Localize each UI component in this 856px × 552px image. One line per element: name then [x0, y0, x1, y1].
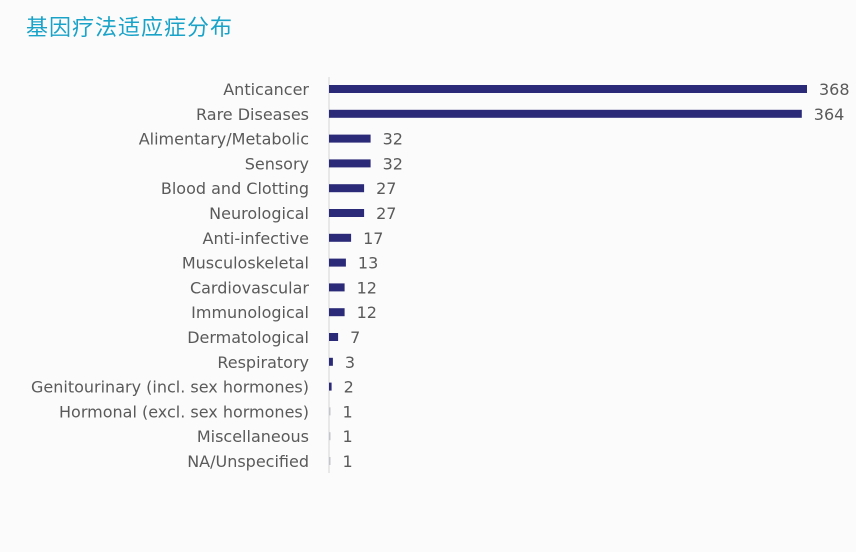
category-label: Miscellaneous	[197, 427, 309, 446]
value-label: 368	[819, 80, 850, 99]
category-label: Genitourinary (incl. sex hormones)	[31, 378, 309, 397]
bar-7	[329, 233, 352, 242]
bar-13	[329, 382, 332, 391]
value-label: 1	[343, 452, 353, 471]
bar-14	[329, 407, 331, 416]
bar-6	[329, 209, 365, 217]
chart-bars	[329, 85, 807, 465]
value-label: 13	[358, 254, 378, 273]
bar-8	[329, 258, 346, 267]
value-label: 2	[344, 378, 354, 397]
value-label: 12	[357, 278, 377, 297]
page-title: 基因疗法适应症分布	[26, 16, 234, 41]
category-label: Anti-infective	[203, 229, 309, 248]
bar-1	[329, 85, 807, 93]
category-label: Dermatological	[187, 328, 309, 347]
bar-2	[329, 109, 802, 118]
category-labels: Anticancer Rare Diseases Alimentary/Metabo…	[31, 80, 309, 471]
bar-9	[329, 283, 345, 292]
bar-16	[329, 457, 331, 465]
value-label: 17	[363, 229, 383, 248]
category-label: Cardiovascular	[190, 278, 309, 297]
value-label: 1	[343, 402, 353, 421]
bar-11	[329, 333, 339, 341]
bar-10	[329, 308, 345, 317]
category-label: NA/Unspecified	[187, 452, 309, 471]
bar-5	[329, 184, 365, 193]
category-label: Neurological	[209, 204, 309, 223]
value-label: 27	[376, 204, 396, 223]
value-label: 12	[357, 303, 377, 322]
category-label: Respiratory	[217, 353, 309, 372]
bar-3	[329, 134, 371, 143]
category-label: Anticancer	[223, 80, 309, 99]
bar-12	[329, 357, 333, 366]
bar-15	[329, 432, 331, 441]
value-label: 364	[814, 105, 845, 124]
category-label: Sensory	[245, 154, 309, 173]
bar-4	[329, 159, 371, 168]
category-label: Alimentary/Metabolic	[139, 130, 309, 149]
value-label: 7	[350, 328, 360, 347]
value-label: 3	[345, 353, 355, 372]
category-label: Immunological	[191, 303, 309, 322]
value-label: 27	[376, 179, 396, 198]
value-label: 32	[383, 130, 403, 149]
category-label: Hormonal (excl. sex hormones)	[59, 402, 309, 421]
category-label: Blood and Clotting	[161, 179, 309, 198]
value-label: 32	[383, 154, 403, 173]
category-label: Musculoskeletal	[182, 254, 309, 273]
category-label: Rare Diseases	[196, 105, 309, 124]
value-label: 1	[343, 427, 353, 446]
